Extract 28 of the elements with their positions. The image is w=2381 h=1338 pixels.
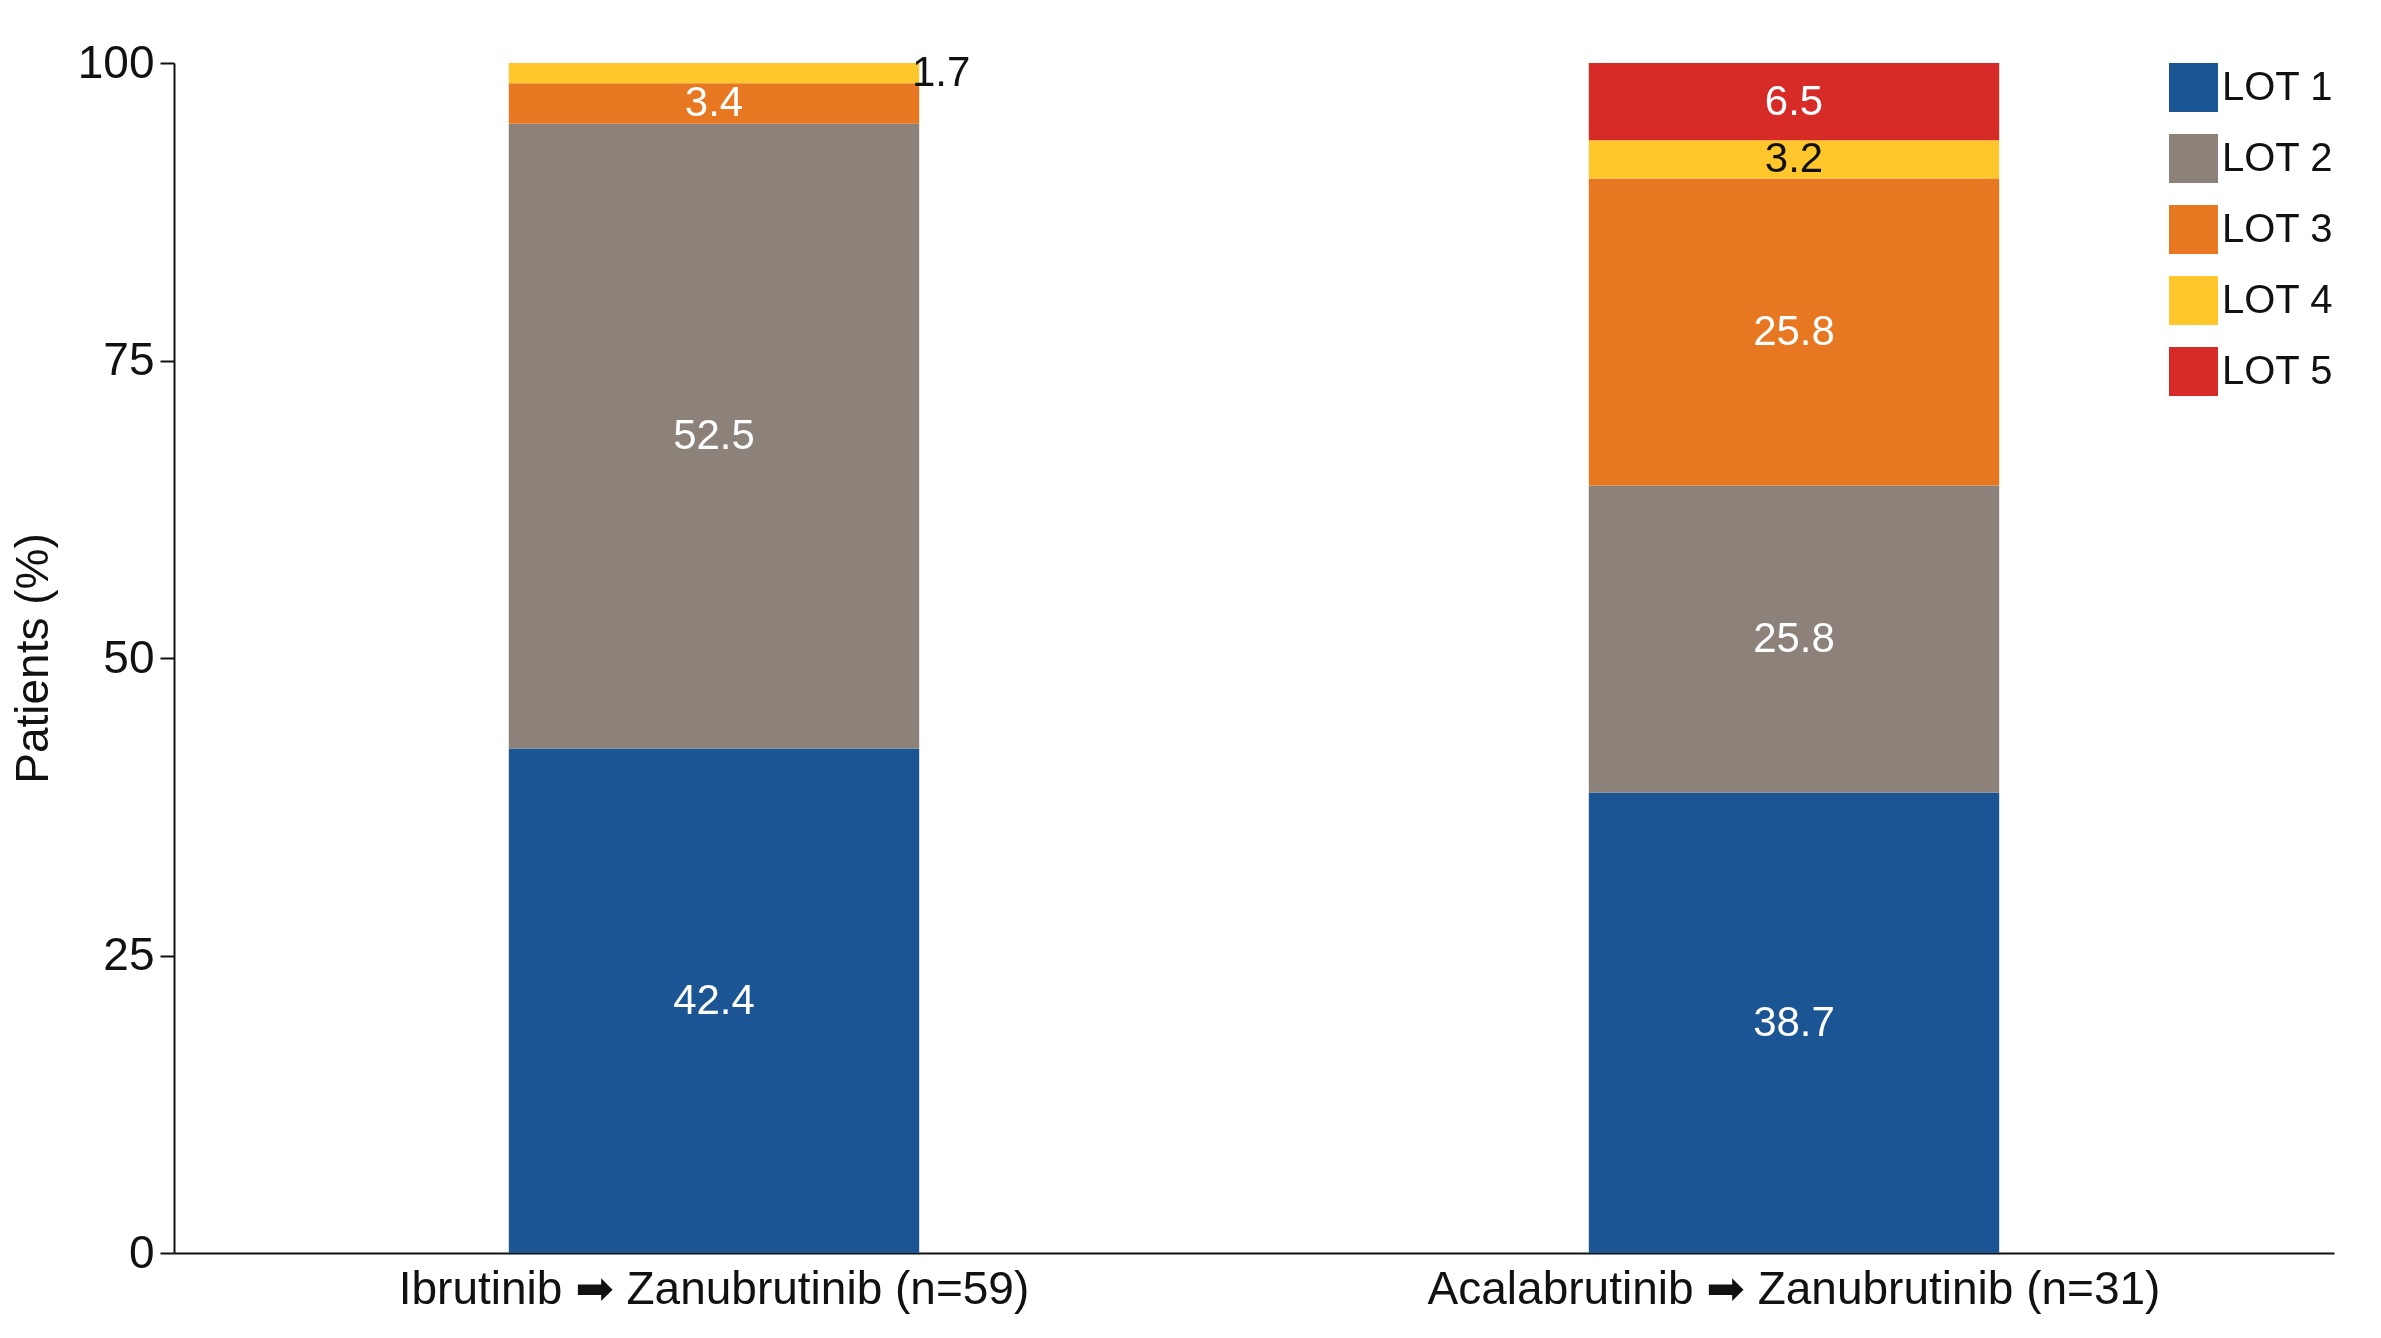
legend-label: LOT 5 xyxy=(2222,347,2333,392)
legend-label: LOT 2 xyxy=(2222,134,2333,179)
y-tick-label: 50 xyxy=(103,630,155,683)
y-axis-title: Patients (%) xyxy=(5,533,58,784)
y-tick-label: 0 xyxy=(128,1225,155,1278)
legend-label: LOT 4 xyxy=(2222,276,2333,321)
data-label: 25.8 xyxy=(1753,613,1835,661)
legend-label: LOT 1 xyxy=(2222,63,2333,108)
data-label: 3.4 xyxy=(684,78,744,126)
x-tick-label: Ibrutinib ➡ Zanubrutinib (n=59) xyxy=(398,1261,1030,1314)
bar xyxy=(508,123,920,749)
data-label: 6.5 xyxy=(1764,76,1824,124)
y-tick-label: 25 xyxy=(103,928,155,980)
y-tick-label: 75 xyxy=(103,333,155,385)
x-tick-label: Acalabrutinib ➡ Zanubrutinib (n=31) xyxy=(1427,1261,2161,1314)
bar xyxy=(1588,178,2000,486)
bar xyxy=(1588,485,2000,793)
bar xyxy=(508,748,920,1253)
y-tick-label: 100 xyxy=(77,35,155,88)
data-label: 3.2 xyxy=(1764,134,1824,182)
data-label: 52.5 xyxy=(673,411,755,459)
bar xyxy=(1588,63,2000,141)
legend-label: LOT 3 xyxy=(2222,205,2333,250)
bar xyxy=(1588,792,2000,1253)
data-label: 42.4 xyxy=(673,975,755,1023)
bar xyxy=(1588,140,2000,179)
data-label: 25.8 xyxy=(1753,306,1835,354)
data-label: 38.7 xyxy=(1753,997,1835,1045)
